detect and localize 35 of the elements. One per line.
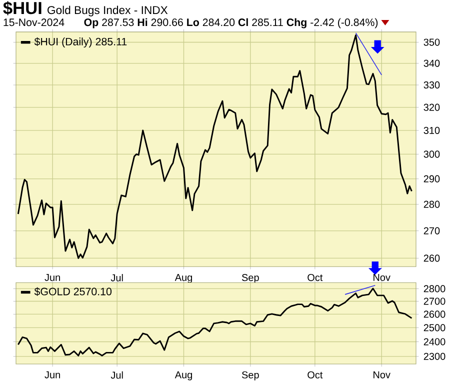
y-tick-label: 310	[424, 126, 440, 134]
text: 15-Nov-2024	[4, 18, 64, 26]
x-tick-label: Jun	[44, 371, 60, 378]
y-tick-label: 2800	[424, 285, 446, 292]
y-tick-label: 290	[424, 175, 440, 182]
y-tick-label: 2600	[424, 310, 446, 318]
x-tick-label: Jul	[110, 274, 123, 282]
y-tick-label: 2500	[424, 324, 446, 332]
x-tick-label: Sep	[242, 274, 259, 284]
x-tick-label: Aug	[174, 274, 192, 283]
y-tick-label: 2700	[424, 298, 446, 305]
text: Op 287.53 Hi 290.66 Lo 284.20 Cl 285.11 Chg -2.42 (-0.84%)	[84, 18, 378, 28]
y-tick-label: 260	[424, 254, 440, 262]
y-tick-label: 2400	[424, 338, 446, 346]
x-tick-label: Oct	[308, 371, 323, 378]
x-tick-label: Jun	[44, 274, 60, 281]
y-tick-label: 340	[424, 60, 440, 67]
y-tick-label: 270	[424, 227, 440, 234]
x-tick-label: Jul	[110, 371, 123, 379]
legend-label: $GOLD 2570.10	[34, 287, 112, 296]
x-tick-label: Nov	[374, 274, 390, 281]
y-tick-label: 350	[424, 38, 440, 46]
x-tick-label: Sep	[242, 371, 259, 380]
y-tick-label: 2300	[424, 352, 446, 360]
y-tick-label: 320	[424, 104, 440, 111]
x-tick-label: Aug	[174, 371, 192, 380]
x-tick-label: Nov	[374, 371, 390, 378]
y-tick-label: 330	[424, 81, 440, 89]
x-tick-label: Oct	[308, 274, 323, 282]
chart-title: $HUI	[3, 1, 42, 16]
legend-label: $HUI (Daily) 285.11	[34, 37, 127, 48]
y-tick-label: 300	[424, 150, 440, 158]
y-tick-label: 280	[424, 200, 440, 208]
line-series	[17, 34, 412, 259]
chart-subtitle: Gold Bugs Index - INDX	[48, 6, 168, 16]
